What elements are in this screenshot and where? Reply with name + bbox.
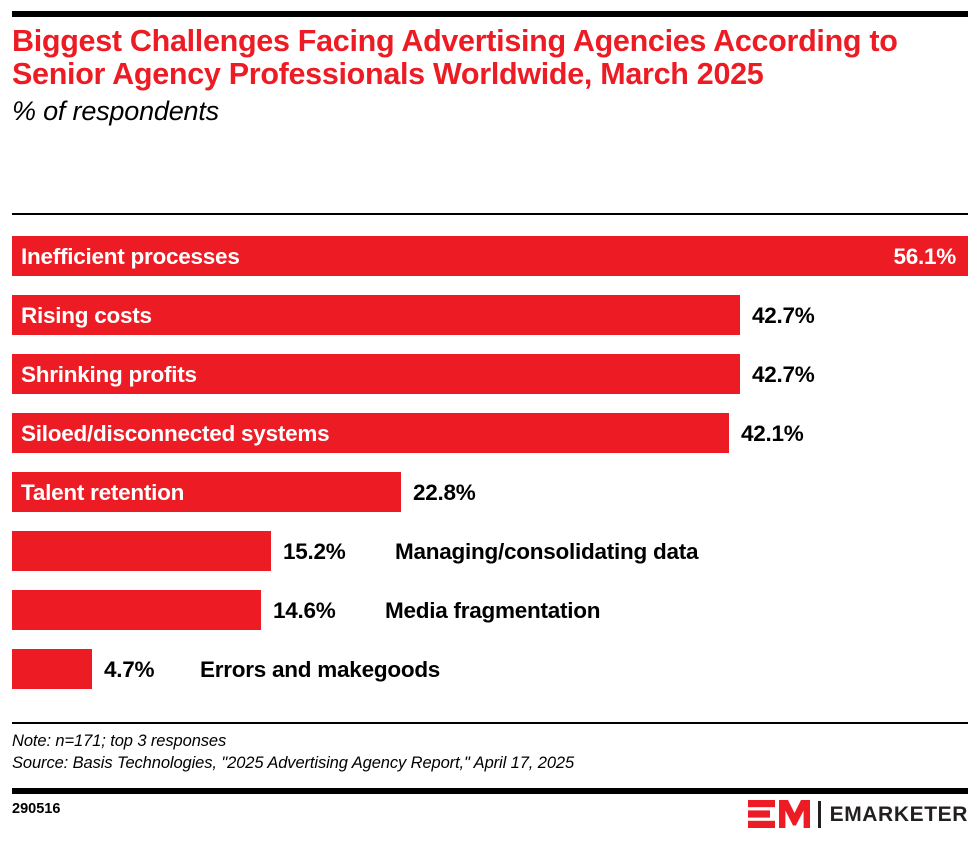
chart-notes: Note: n=171; top 3 responses Source: Bas… [12, 730, 968, 774]
bar-value-label: 15.2% [283, 539, 346, 564]
bar-value-label: 42.1% [741, 421, 804, 446]
bar-row: Rising costs 42.7% [12, 295, 968, 335]
top-divider-rule [12, 11, 968, 17]
bar-category-label: Shrinking profits [21, 362, 197, 387]
bar-category-label: Managing/consolidating data [395, 539, 699, 564]
logo-divider [817, 800, 821, 828]
chart-footer: 290516 EMARKETER [12, 798, 968, 834]
bar-value-label: 42.7% [752, 303, 815, 328]
em-logo-icon [747, 800, 810, 828]
chart-id-number: 290516 [12, 801, 61, 817]
bar-8[interactable] [12, 649, 92, 689]
bar-row: Media fragmentation 14.6% [12, 590, 968, 630]
bar-category-label: Errors and makegoods [200, 657, 441, 682]
bar-category-label: Media fragmentation [385, 598, 601, 623]
bar-7[interactable] [12, 590, 261, 630]
bar-value-label: 14.6% [273, 598, 336, 623]
bar-row: Managing/consolidating data 15.2% [12, 531, 968, 571]
footer-divider-rule [12, 788, 968, 794]
bar-row: Talent retention 22.8% [12, 472, 968, 512]
bar-category-label: Inefficient processes [21, 244, 240, 269]
notes-divider-rule [12, 722, 968, 724]
bar-row: Siloed/disconnected systems 42.1% [12, 413, 968, 453]
bar-value-label: 42.7% [752, 362, 815, 387]
bar-category-label: Rising costs [21, 303, 152, 328]
bar-value-label: 4.7% [104, 657, 155, 682]
bar-category-label: Siloed/disconnected systems [21, 421, 330, 446]
chart-title: Biggest Challenges Facing Advertising Ag… [12, 24, 898, 91]
bar-row: Inefficient processes 56.1% [12, 236, 968, 276]
source-text: Source: Basis Technologies, "2025 Advert… [12, 754, 575, 772]
chart-header: Biggest Challenges Facing Advertising Ag… [12, 25, 968, 127]
bar-value-label: 56.1% [893, 244, 956, 269]
bar-4[interactable] [12, 413, 729, 453]
bar-5[interactable] [12, 472, 401, 512]
chart-subtitle: % of respondents [12, 96, 219, 126]
bar-3[interactable] [12, 354, 740, 394]
bar-row: Shrinking profits 42.7% [12, 354, 968, 394]
bar-1[interactable] [12, 236, 968, 276]
emarketer-logo[interactable]: EMARKETER [747, 798, 968, 830]
logo-wordmark: EMARKETER [829, 802, 968, 826]
bar-row: Errors and makegoods 4.7% [12, 649, 968, 689]
bar-chart-plot: Inefficient processes 56.1% Rising costs 42… [12, 236, 968, 706]
header-divider-rule [12, 213, 968, 215]
note-text: Note: n=171; top 3 responses [12, 732, 227, 750]
bar-2[interactable] [12, 295, 740, 335]
bar-category-label: Talent retention [21, 480, 185, 505]
bar-6[interactable] [12, 531, 271, 571]
bar-value-label: 22.8% [413, 480, 476, 505]
